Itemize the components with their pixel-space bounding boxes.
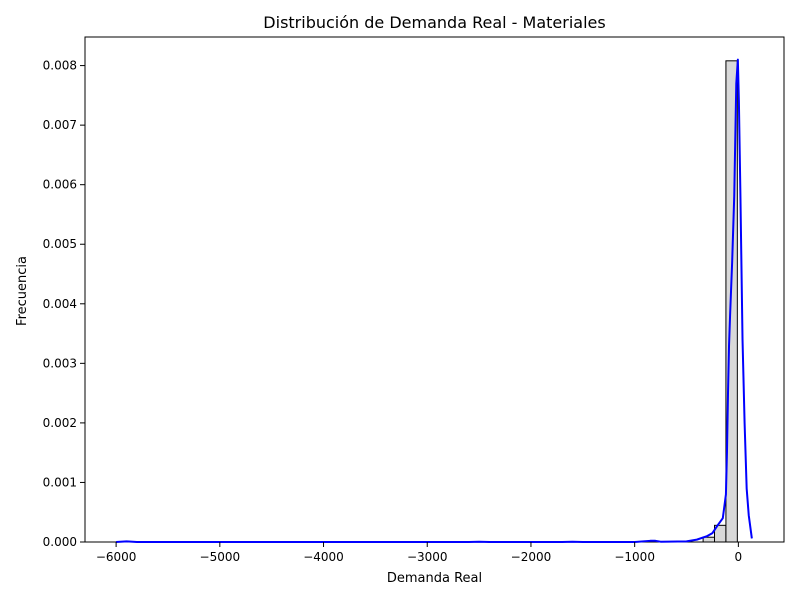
x-tick-label: −3000 bbox=[407, 550, 448, 564]
chart-title: Distribución de Demanda Real - Materiale… bbox=[263, 13, 605, 32]
y-tick-label: 0.006 bbox=[43, 178, 77, 192]
x-axis: −6000 −5000 −4000 −3000 −2000 −1000 0 bbox=[96, 542, 742, 564]
y-tick-label: 0.004 bbox=[43, 297, 77, 311]
y-tick-label: 0.001 bbox=[43, 475, 77, 489]
y-tick-label: 0.002 bbox=[43, 416, 77, 430]
x-tick-label: 0 bbox=[735, 550, 743, 564]
x-tick-label: −4000 bbox=[303, 550, 344, 564]
y-tick-label: 0.005 bbox=[43, 237, 77, 251]
x-tick-label: −6000 bbox=[96, 550, 137, 564]
y-axis: 0.000 0.001 0.002 0.003 0.004 0.005 0.006 0.007… bbox=[43, 59, 85, 549]
y-tick-label: 0.007 bbox=[43, 118, 77, 132]
histogram-bars bbox=[702, 60, 738, 543]
histogram-bar bbox=[725, 60, 738, 543]
y-axis-label: Frecuencia bbox=[15, 256, 30, 326]
x-tick-label: −5000 bbox=[200, 550, 241, 564]
x-tick-label: −2000 bbox=[511, 550, 552, 564]
kde-curve bbox=[116, 58, 753, 543]
y-tick-label: 0.008 bbox=[43, 59, 77, 73]
y-tick-label: 0.003 bbox=[43, 356, 77, 370]
kde-line bbox=[116, 58, 753, 543]
y-tick-label: 0.000 bbox=[43, 535, 77, 549]
histogram-bar bbox=[702, 536, 716, 543]
x-axis-label: Demanda Real bbox=[387, 571, 482, 586]
x-tick-label: −1000 bbox=[614, 550, 655, 564]
